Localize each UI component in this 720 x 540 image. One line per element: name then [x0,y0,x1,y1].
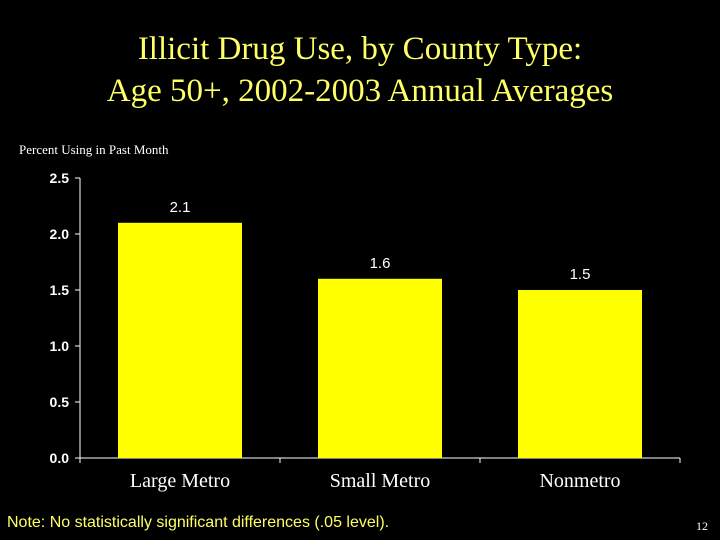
y-tick-label: 1.0 [50,338,70,354]
bar [118,222,242,458]
chart-title-line-1: Illicit Drug Use, by County Type: [137,31,583,67]
data-label: 1.6 [370,255,391,272]
x-tick-label: Small Metro [330,470,431,492]
y-tick-label: 1.5 [50,282,70,298]
y-tick-label: 0.5 [50,394,70,410]
chart-title: Illicit Drug Use, by County Type: Age 50… [0,28,720,112]
slide-number: 12 [696,519,708,533]
y-tick-label: 2.5 [50,170,70,186]
x-tick-label: Large Metro [130,470,230,492]
y-axis-label: Percent Using in Past Month [19,142,169,157]
footnote: Note: No statistically significant diffe… [7,514,390,531]
data-label: 1.5 [570,266,591,283]
y-tick-label: 0.0 [50,450,70,466]
y-tick-label: 2.0 [50,226,70,242]
x-tick-label: Nonmetro [539,470,620,492]
bar [318,278,442,458]
bar [518,290,642,458]
data-label: 2.1 [170,199,191,216]
chart-title-line-2: Age 50+, 2002-2003 Annual Averages [106,73,614,109]
